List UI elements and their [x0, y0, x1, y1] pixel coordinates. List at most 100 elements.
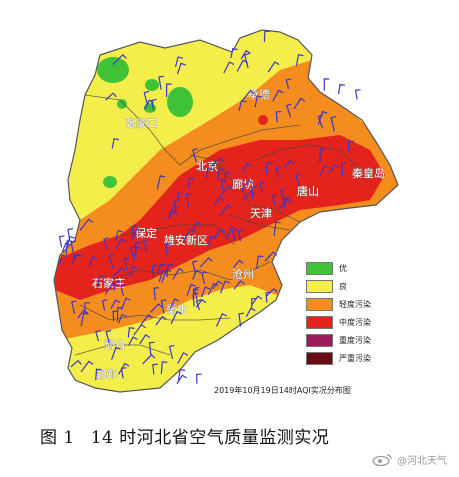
- wind-barb: [129, 266, 138, 277]
- wind-barb: [118, 313, 127, 324]
- region-excellent: [103, 176, 117, 188]
- wind-barb: [295, 54, 304, 67]
- wind-barb: [219, 280, 230, 294]
- wind-barb: [186, 283, 197, 296]
- wind-barb: [250, 295, 263, 306]
- legend-swatch: [306, 262, 333, 275]
- wind-barb: [207, 235, 216, 247]
- wind-barb: [259, 181, 265, 194]
- source-note: 2019年10月19日14时AQI实况分布图: [214, 386, 351, 395]
- wind-barb: [111, 137, 120, 149]
- figure-title: 14 时河北省空气质量监测实况: [90, 428, 330, 448]
- wind-barb: [285, 78, 292, 90]
- wind-barb: [254, 95, 263, 108]
- wind-barb: [240, 179, 253, 192]
- wind-barb: [77, 309, 89, 319]
- wind-barb: [165, 243, 172, 255]
- wind-barb: [201, 271, 207, 285]
- wind-barb: [338, 83, 346, 95]
- wind-barb: [142, 353, 156, 365]
- legend-item: 优: [306, 261, 396, 276]
- wind-barb: [273, 221, 281, 236]
- region-moderate-spot: [258, 115, 268, 125]
- wind-barb: [283, 159, 295, 169]
- wind-barb: [123, 257, 130, 270]
- wind-barb: [174, 199, 180, 213]
- city-label: 承德: [248, 87, 270, 101]
- wind-barb: [286, 103, 292, 118]
- watermark-text: @河北天气: [397, 456, 447, 467]
- wind-barb: [95, 329, 101, 342]
- wind-barb: [328, 163, 340, 173]
- wind-barb: [59, 254, 67, 265]
- legend-swatch: [306, 298, 333, 311]
- legend-swatch: [306, 334, 333, 347]
- region-excellent: [97, 57, 129, 83]
- wind-barb: [213, 196, 225, 205]
- wind-barb: [212, 280, 223, 290]
- wind-barb: [155, 315, 167, 326]
- wind-barb: [191, 260, 198, 274]
- weibo-icon: [372, 454, 392, 466]
- wind-barb: [294, 173, 301, 186]
- wind-barb: [192, 288, 199, 301]
- wind-barb: [174, 56, 184, 68]
- wind-barb: [182, 228, 196, 242]
- wind-barb: [157, 263, 166, 274]
- legend-item: 重度污染: [306, 333, 396, 348]
- wind-barb: [130, 228, 142, 241]
- wind-barb: [169, 298, 180, 309]
- legend-item: 中度污染: [306, 315, 396, 330]
- figure-caption: 图 1 14 时河北省空气质量监测实况: [40, 423, 329, 448]
- wind-barb: [108, 254, 114, 269]
- wind-barb: [61, 242, 71, 252]
- wind-barb: [220, 178, 227, 194]
- wind-barb: [231, 228, 238, 241]
- legend-label: 良: [339, 282, 347, 291]
- wind-barb: [143, 90, 150, 106]
- wind-barb: [195, 298, 207, 308]
- wind-barb: [192, 269, 202, 280]
- wind-barb: [264, 251, 278, 262]
- wind-barb: [317, 110, 328, 125]
- wind-barb: [142, 239, 149, 253]
- wind-barb: [133, 323, 146, 336]
- wind-barb: [263, 30, 270, 42]
- wind-barb: [207, 282, 219, 296]
- wind-barb: [265, 162, 273, 175]
- wind-barb: [195, 299, 202, 311]
- wind-barb: [265, 291, 272, 303]
- city-label: 张家口: [125, 116, 158, 130]
- wind-barb: [188, 177, 195, 189]
- wind-barb: [105, 92, 117, 101]
- city-label: 石家庄: [92, 276, 125, 290]
- wind-barb: [192, 221, 202, 233]
- wind-barb: [243, 53, 250, 69]
- legend-item: 良: [306, 279, 396, 294]
- wind-barb: [223, 61, 235, 74]
- wind-barb: [131, 224, 137, 238]
- wind-barb: [330, 116, 337, 132]
- wind-barb: [319, 148, 326, 163]
- wind-barb: [151, 264, 158, 279]
- wind-barb: [112, 310, 119, 322]
- wind-barb: [95, 368, 102, 381]
- wind-barb: [70, 240, 77, 254]
- wind-barb: [115, 238, 127, 248]
- wind-barbs: [58, 30, 361, 385]
- wind-barb: [233, 280, 245, 290]
- wind-barb: [168, 204, 179, 219]
- wind-barb: [323, 78, 330, 91]
- wind-barb: [117, 362, 130, 375]
- wind-barb: [280, 188, 286, 202]
- wind-barb: [148, 341, 155, 356]
- legend-label: 严重污染: [339, 354, 371, 363]
- wind-barb: [110, 299, 121, 310]
- wind-barb: [168, 344, 175, 360]
- city-label: 雄安新区: [164, 233, 208, 247]
- wind-barb: [211, 157, 225, 167]
- wind-barb: [130, 245, 136, 258]
- legend-label: 优: [339, 264, 347, 273]
- wind-barb: [88, 256, 98, 267]
- wind-barb: [172, 267, 184, 280]
